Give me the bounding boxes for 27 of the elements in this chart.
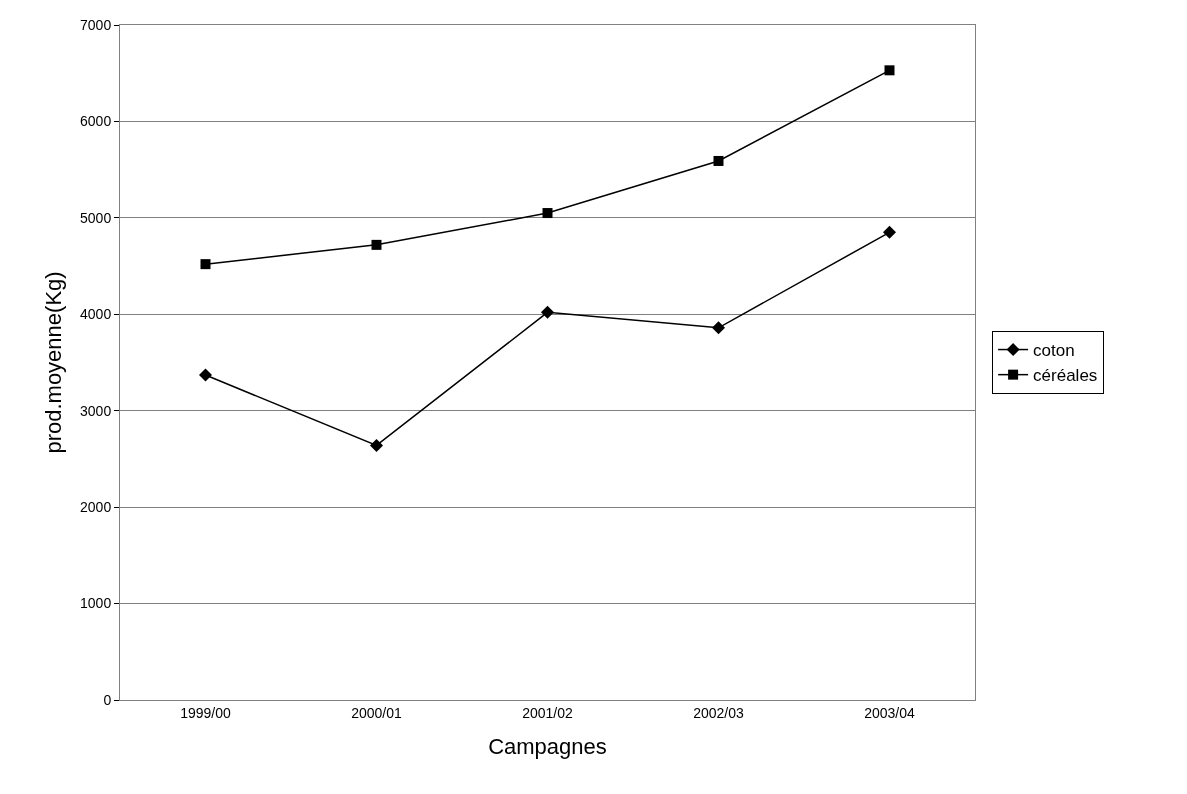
x-tick-label: 2000/01 bbox=[351, 704, 403, 721]
point bbox=[883, 225, 896, 239]
point bbox=[713, 155, 724, 166]
point bbox=[542, 208, 553, 219]
x-axis-title: Campagnes bbox=[488, 733, 607, 759]
y-tick-label: 3000 bbox=[80, 402, 112, 419]
y-tick-label: 2000 bbox=[80, 499, 112, 516]
x-tick-label: 2001/02 bbox=[522, 704, 574, 721]
point bbox=[371, 239, 382, 250]
y-tick-label: 0 bbox=[103, 691, 112, 708]
y-tick-label: 5000 bbox=[80, 209, 112, 226]
legend-label: coton bbox=[1033, 341, 1075, 361]
y-tick-label: 1000 bbox=[80, 595, 112, 612]
point bbox=[370, 438, 383, 452]
x-tick-label: 1999/00 bbox=[180, 704, 232, 721]
y-tick-label: 6000 bbox=[80, 113, 112, 130]
point bbox=[884, 65, 895, 76]
point bbox=[712, 321, 725, 335]
legend-label: céréales bbox=[1033, 366, 1098, 386]
x-tick-label: 2002/03 bbox=[693, 704, 745, 721]
point bbox=[541, 305, 554, 319]
x-tick-label: 2003/04 bbox=[864, 704, 916, 721]
y-tick-label: 4000 bbox=[80, 306, 112, 323]
y-axis-title: prod.moyenne(Kg) bbox=[40, 271, 66, 454]
point bbox=[199, 368, 212, 382]
y-tick-label: 7000 bbox=[80, 16, 112, 33]
point bbox=[200, 259, 211, 270]
